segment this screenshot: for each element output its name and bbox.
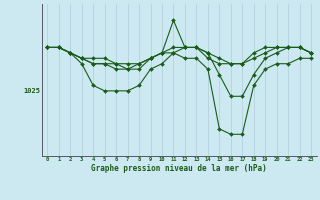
X-axis label: Graphe pression niveau de la mer (hPa): Graphe pression niveau de la mer (hPa)	[91, 164, 267, 173]
